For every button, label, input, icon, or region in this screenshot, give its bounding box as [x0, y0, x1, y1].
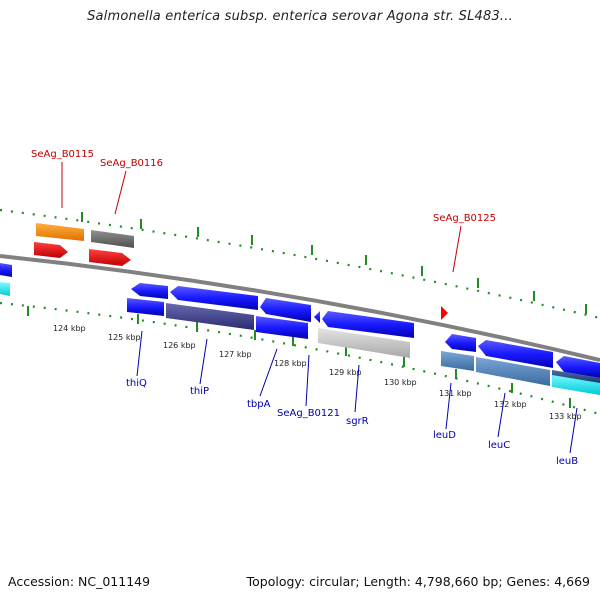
- gene-leuD-upper[interactable]: [445, 334, 476, 352]
- gene-thiQ[interactable]: [131, 283, 168, 299]
- label-leuD[interactable]: leuD: [433, 430, 456, 441]
- upper-tick-ring: [0, 208, 600, 320]
- map-title: Salmonella enterica subsp. enterica sero…: [87, 9, 513, 24]
- gene-tbpA[interactable]: [260, 298, 311, 322]
- backbone: [0, 254, 600, 362]
- gene-SeAg-B0125-marker[interactable]: [441, 306, 448, 320]
- bottom-leader-lines: [136, 330, 578, 454]
- label-thiP[interactable]: thiP: [190, 386, 209, 397]
- gene-leuC-upper[interactable]: [478, 340, 553, 368]
- label-SeAg-B0116[interactable]: SeAg_B0116: [100, 158, 163, 169]
- kbp-label: 128 kbp: [274, 359, 307, 368]
- label-leuB[interactable]: leuB: [556, 456, 578, 467]
- label-thiQ[interactable]: thiQ: [126, 378, 147, 389]
- gene-leuB-lower[interactable]: [552, 373, 600, 395]
- gene-sgrR[interactable]: [322, 311, 414, 338]
- kbp-label: 126 kbp: [163, 341, 196, 350]
- top-leader-lines: [61, 162, 462, 273]
- gene-SeAg-B0116[interactable]: [91, 230, 134, 248]
- gene-SeAg-B0115[interactable]: [36, 223, 84, 241]
- kbp-label: 132 kbp: [494, 400, 527, 409]
- kbp-label: 131 kbp: [439, 389, 472, 398]
- topology-summary: Topology: circular; Length: 4,798,660 bp…: [246, 574, 590, 589]
- lower-major-ticks: [27, 306, 571, 408]
- label-SeAg-B0121[interactable]: SeAg_B0121: [277, 408, 340, 419]
- gene-left-blue[interactable]: [0, 263, 12, 277]
- label-tbpA[interactable]: tbpA: [247, 399, 271, 410]
- label-sgrR[interactable]: sgrR: [346, 416, 369, 427]
- upper-major-ticks: [81, 212, 587, 314]
- kbp-label: 124 kbp: [53, 324, 86, 333]
- gene-thiP-lower[interactable]: [166, 303, 254, 330]
- kbp-label: 127 kbp: [219, 350, 252, 359]
- kbp-label: 129 kbp: [329, 368, 362, 377]
- gene-red-1[interactable]: [34, 242, 68, 258]
- gene-small-arrow[interactable]: [314, 311, 320, 323]
- gene-sgrR-lower[interactable]: [318, 328, 410, 358]
- gene-leuC-lower[interactable]: [476, 357, 550, 386]
- kbp-label: 133 kbp: [549, 412, 582, 421]
- gene-tbpA-lower[interactable]: [256, 316, 308, 339]
- label-leuC[interactable]: leuC: [488, 440, 510, 451]
- kbp-label: 125 kbp: [108, 333, 141, 342]
- gene-leuD-lower[interactable]: [441, 351, 474, 371]
- label-SeAg-B0115[interactable]: SeAg_B0115: [31, 149, 94, 160]
- accession-text: Accession: NC_011149: [8, 574, 151, 589]
- label-SeAg-B0125[interactable]: SeAg_B0125: [433, 213, 496, 224]
- gene-red-2[interactable]: [89, 249, 131, 266]
- gene-left-cyan[interactable]: [0, 282, 10, 296]
- gene-leuB-navy[interactable]: [552, 370, 600, 383]
- gene-thiQ-lower[interactable]: [127, 298, 164, 316]
- gene-thiP[interactable]: [170, 286, 258, 310]
- kbp-label: 130 kbp: [384, 378, 417, 387]
